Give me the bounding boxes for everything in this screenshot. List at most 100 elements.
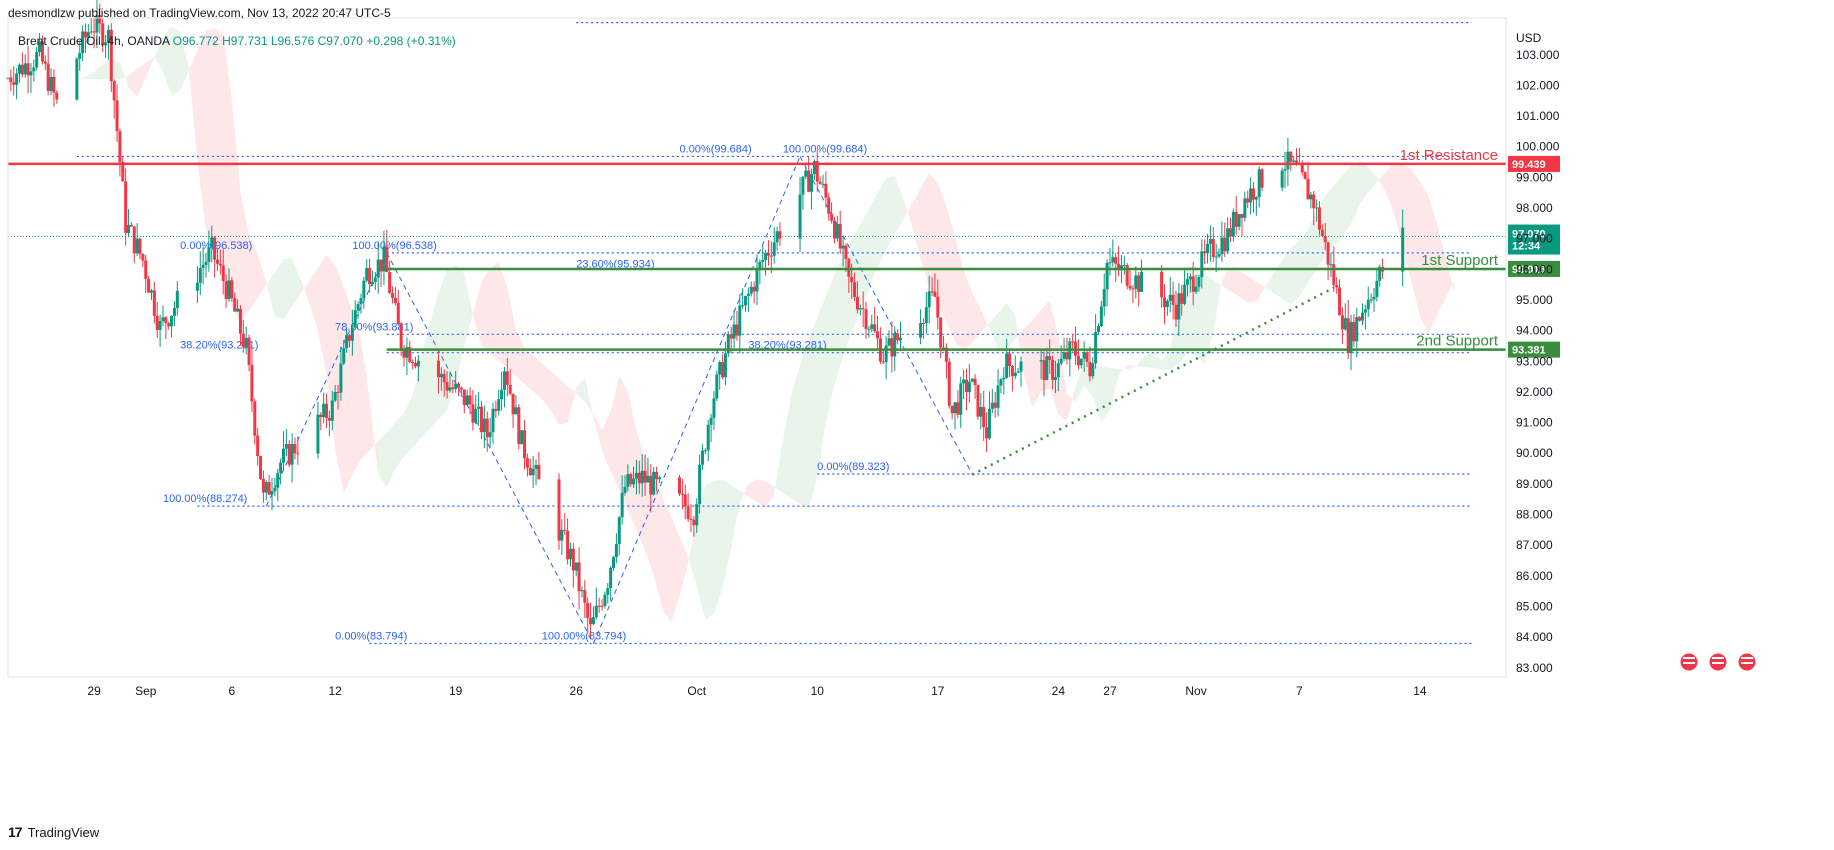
level-label: 1st Support bbox=[1421, 252, 1499, 269]
cloud-segment bbox=[782, 394, 792, 499]
candle-body bbox=[580, 590, 584, 592]
candle-body bbox=[55, 92, 59, 100]
candle-body bbox=[316, 414, 320, 454]
cloud-segment bbox=[894, 175, 904, 235]
x-tick-label: 12 bbox=[328, 684, 342, 698]
candle-body bbox=[373, 277, 377, 283]
cloud-segment bbox=[309, 267, 318, 331]
candle-body bbox=[1401, 227, 1405, 272]
candle-body bbox=[1329, 264, 1333, 266]
cloud-segment bbox=[171, 26, 181, 96]
publish-info: desmondlzw published on TradingView.com,… bbox=[8, 6, 391, 20]
cloud-segment bbox=[1385, 162, 1395, 214]
cloud-segment bbox=[1204, 274, 1214, 365]
cloud-segment bbox=[1333, 175, 1343, 246]
candle-body bbox=[950, 405, 954, 414]
candle-body bbox=[382, 246, 386, 272]
candle-body bbox=[322, 403, 326, 418]
candle-body bbox=[525, 458, 529, 468]
cloud-segment bbox=[180, 32, 189, 91]
cloud-segment bbox=[1273, 260, 1283, 299]
candle-body bbox=[830, 213, 834, 221]
y-tick-label: 91.000 bbox=[1516, 416, 1553, 430]
candle-body bbox=[1372, 297, 1376, 300]
trendline bbox=[971, 286, 1335, 476]
candle-body bbox=[172, 307, 176, 316]
candle-body bbox=[391, 292, 395, 298]
candle-body bbox=[531, 468, 535, 476]
candle-body bbox=[1131, 288, 1135, 290]
candle-body bbox=[1317, 207, 1321, 230]
candle-body bbox=[735, 324, 739, 336]
candle-body bbox=[1099, 306, 1103, 327]
candle-body bbox=[477, 406, 481, 409]
candle-body bbox=[887, 338, 891, 346]
candle-body bbox=[112, 81, 116, 101]
candle-body bbox=[81, 31, 85, 54]
candle-body bbox=[118, 131, 122, 162]
candle-body bbox=[167, 322, 171, 327]
candle-body bbox=[1191, 276, 1195, 292]
candle-body bbox=[75, 58, 79, 100]
cloud-segment bbox=[145, 56, 155, 78]
cloud-segment bbox=[1196, 269, 1205, 365]
cloud-segment bbox=[490, 262, 499, 361]
candle-body bbox=[17, 64, 21, 74]
candle-body bbox=[92, 31, 96, 33]
candle-body bbox=[1208, 238, 1212, 244]
cloud-segment bbox=[662, 497, 671, 623]
candle-body bbox=[956, 402, 960, 415]
cloud-segment bbox=[670, 517, 680, 623]
candle-body bbox=[979, 406, 983, 417]
candle-body bbox=[451, 387, 455, 389]
cloud-segment bbox=[739, 483, 749, 503]
candle-body bbox=[534, 464, 538, 469]
candle-body bbox=[987, 408, 991, 439]
candle-body bbox=[1005, 353, 1009, 378]
candle-body bbox=[494, 408, 498, 411]
cloud-segment bbox=[774, 439, 783, 494]
candle-body bbox=[1338, 287, 1342, 316]
candle-body bbox=[617, 517, 621, 545]
candle-body bbox=[336, 391, 340, 393]
cloud-segment bbox=[576, 377, 585, 402]
cloud-segment bbox=[550, 370, 559, 425]
cloud-segment bbox=[472, 282, 482, 346]
candle-body bbox=[818, 181, 822, 184]
candle-body bbox=[1295, 160, 1299, 164]
tradingview-footer[interactable]: 17 TradingView bbox=[8, 824, 99, 840]
candle-body bbox=[876, 331, 880, 339]
price-tag bbox=[1508, 341, 1560, 358]
candle-body bbox=[442, 373, 446, 383]
candle-body bbox=[365, 267, 369, 281]
cloud-segment bbox=[1066, 386, 1076, 421]
candle-body bbox=[497, 399, 501, 411]
candle-body bbox=[1203, 251, 1207, 254]
fib-label: 0.00%(96.538) bbox=[180, 240, 252, 252]
candle-body bbox=[210, 237, 214, 248]
candle-body bbox=[247, 337, 251, 365]
candle-body bbox=[649, 475, 653, 495]
candle-body bbox=[953, 402, 957, 414]
x-tick-label: 7 bbox=[1296, 684, 1303, 698]
price-tag-text: 99.439 bbox=[1512, 159, 1546, 171]
candle-body bbox=[827, 197, 831, 214]
candle-body bbox=[1309, 194, 1313, 200]
candle-body bbox=[683, 494, 687, 507]
candle-body bbox=[284, 444, 288, 449]
candle-body bbox=[1306, 178, 1310, 200]
candle-body bbox=[342, 348, 346, 364]
cloud-segment bbox=[868, 193, 878, 289]
cloud-segment bbox=[274, 259, 284, 320]
candle-body bbox=[1160, 271, 1164, 298]
candle-body bbox=[919, 323, 923, 338]
candle-body bbox=[204, 261, 208, 265]
cloud-segment bbox=[877, 178, 887, 268]
cloud-segment bbox=[722, 479, 732, 588]
cloud-segment bbox=[610, 376, 620, 491]
candle-body bbox=[38, 41, 42, 53]
cloud-segment bbox=[188, 50, 198, 162]
candle-body bbox=[591, 617, 595, 625]
fib-label: 38.20%(93.281) bbox=[180, 340, 258, 352]
